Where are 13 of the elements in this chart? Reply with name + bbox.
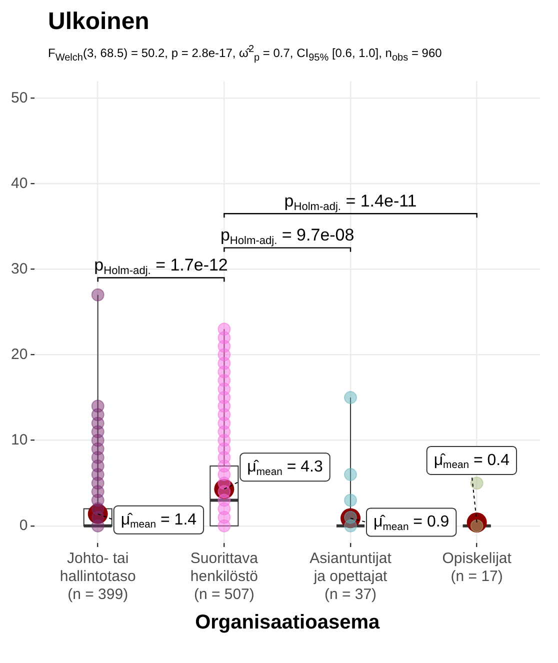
y-tick-label: 0 [19,517,28,534]
y-tick-label: 10 [10,432,28,449]
y-tick-label: 20 [10,346,28,364]
x-tick-label: Asiantuntijat ja opettajat (n = 37) [310,550,392,604]
x-tick-label: Suorittava henkilöstö (n = 507) [190,550,259,604]
text: F$_{Welch}$(3, 68.5) = 50.2, p = 2.8e-17, ω̂$^{2}$$_{p}$ = 0.7, CI$_{95%}$ [0.6, 1.0], n$_{obs}$ = 960 [48,44,442,64]
x-axis-title: Organisaatioasema [195,612,380,634]
chart-title: Ulkoinen [48,8,150,36]
y-tick-label: 50 [10,90,28,107]
y-tick-label: 30 [10,260,28,278]
x-tick-label: Opiskelijat (n = 17) [442,550,512,586]
y-tick-label: 40 [10,175,28,192]
x-tick-label: Johto- tai hallintotaso (n = 399) [60,550,136,604]
